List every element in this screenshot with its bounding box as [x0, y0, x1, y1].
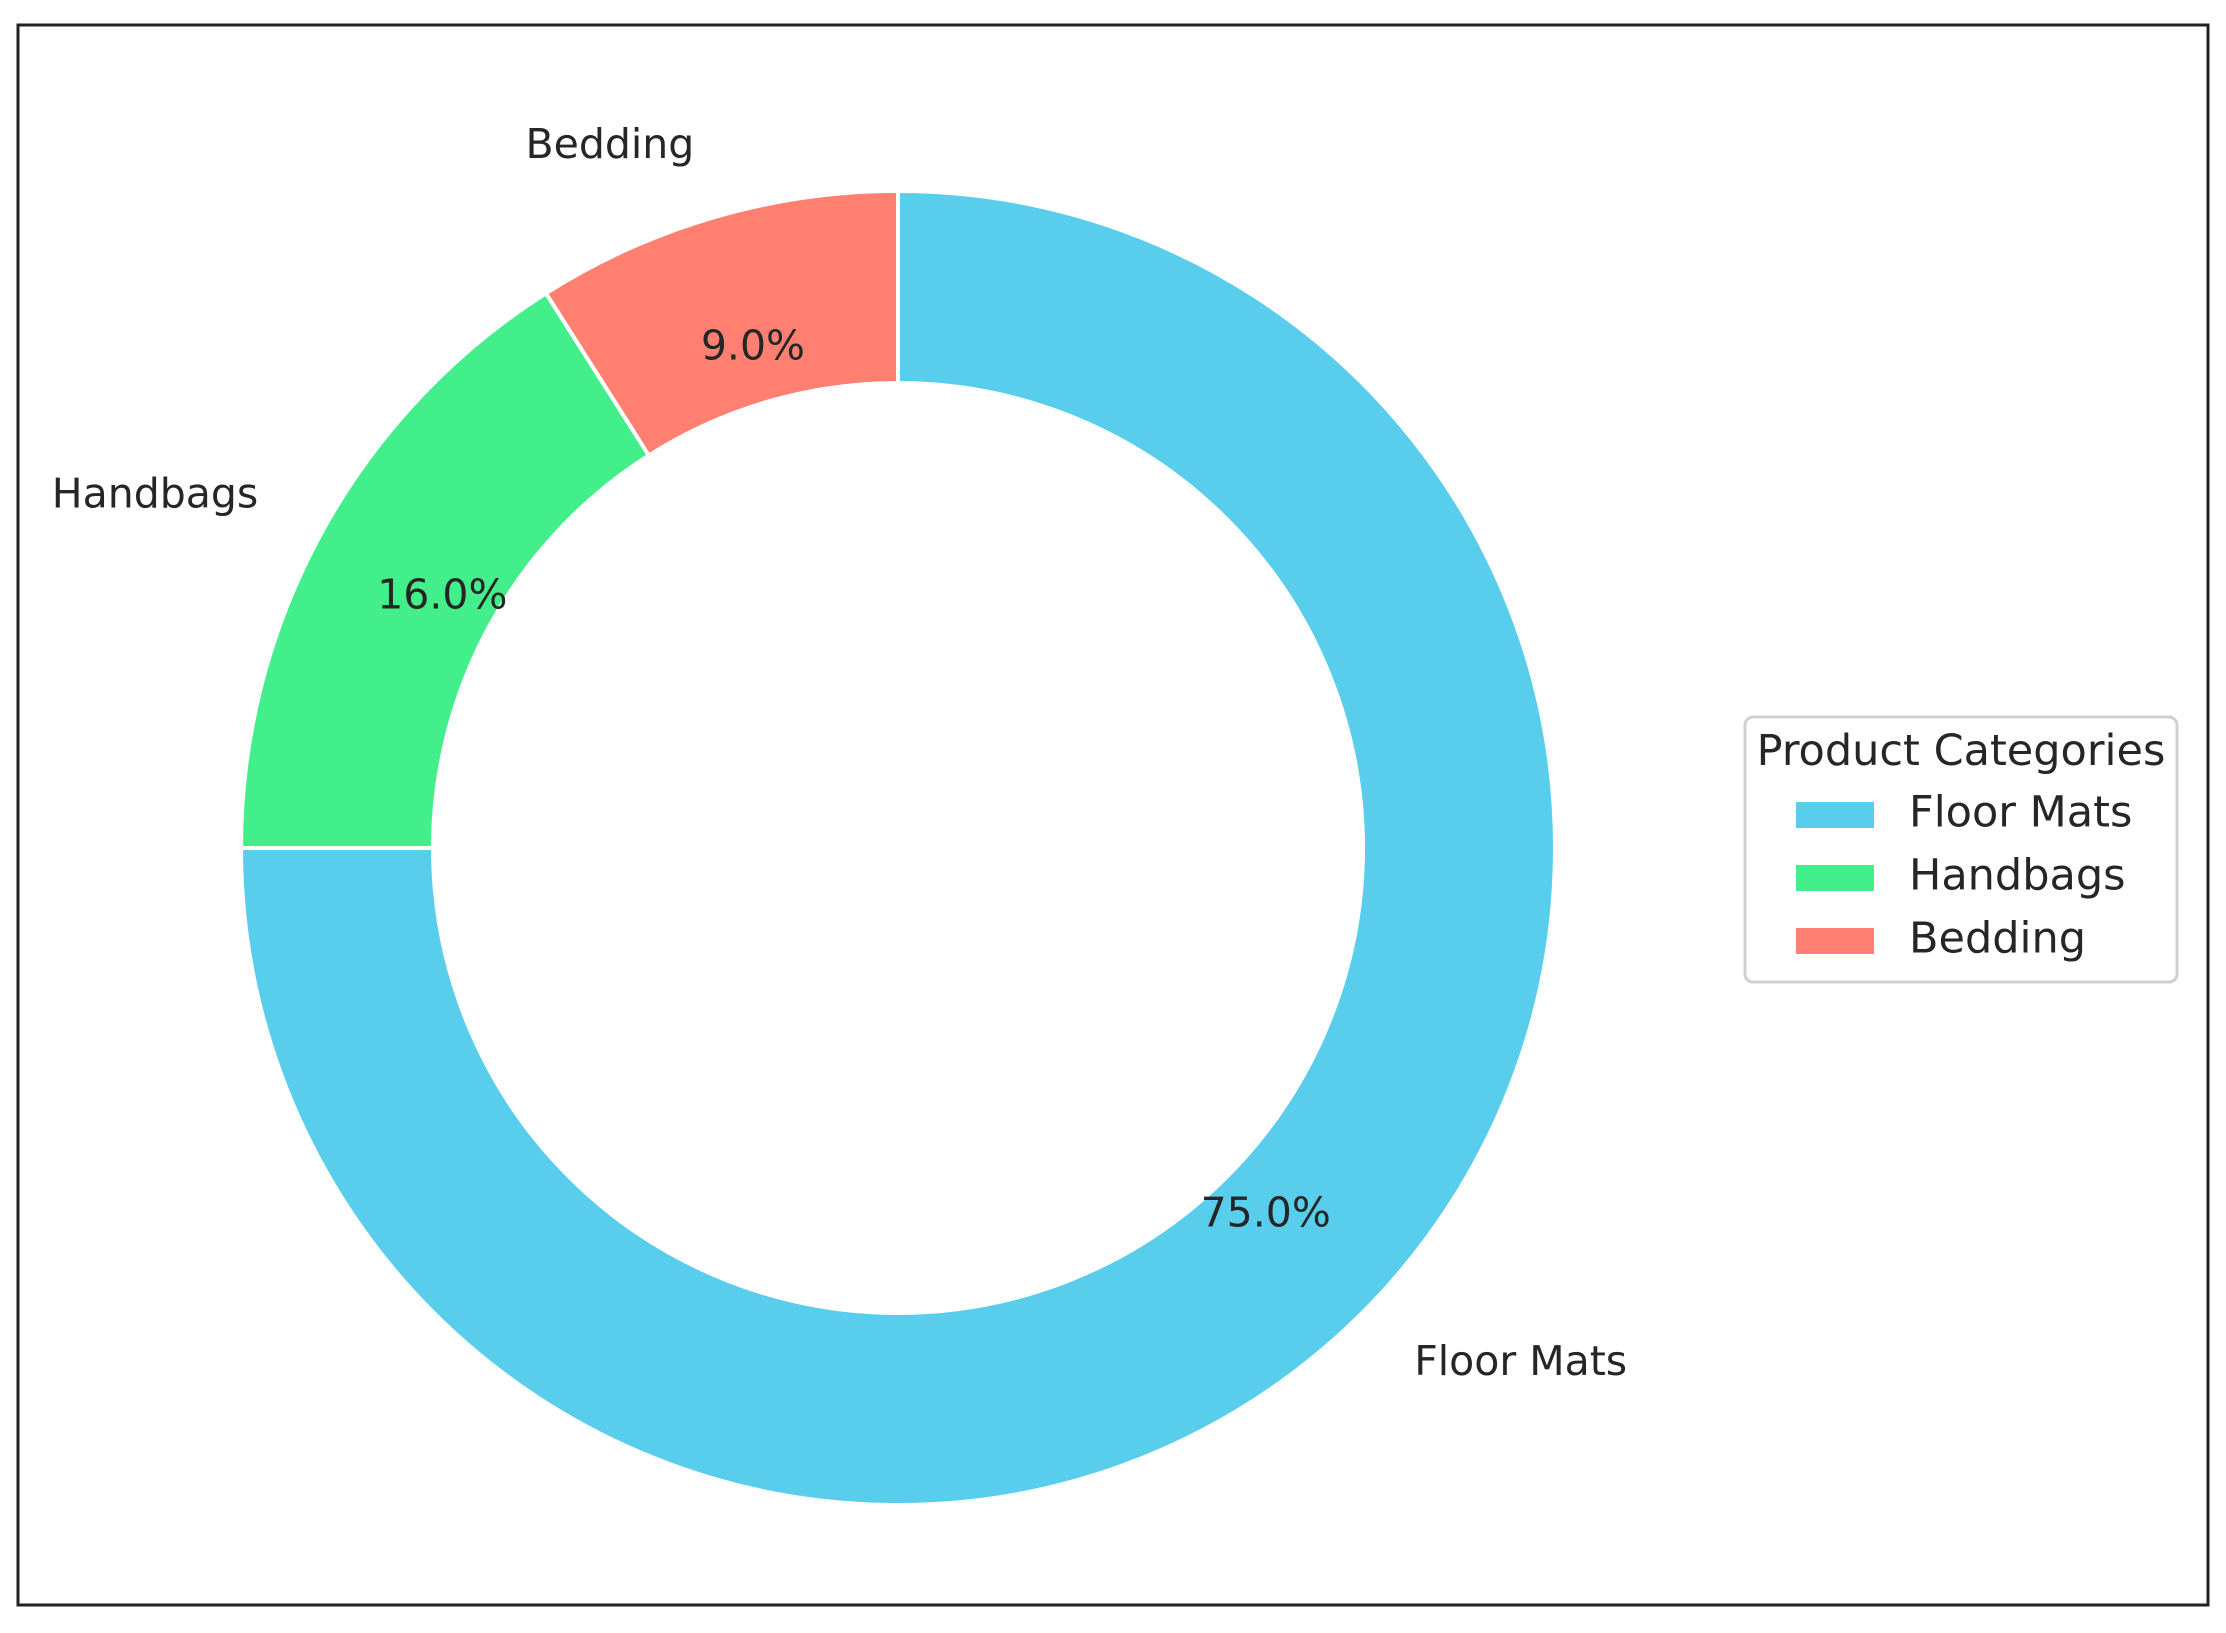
slice-label-bedding: Bedding	[526, 120, 695, 168]
legend-label-handbags: Handbags	[1909, 851, 2126, 901]
legend-swatch-floor-mats	[1796, 802, 1874, 828]
percent-label-floor-mats: 75.0%	[1201, 1189, 1331, 1237]
percent-labels: 75.0% 16.0% 9.0%	[377, 322, 1331, 1237]
percent-label-handbags: 16.0%	[377, 570, 507, 618]
slice-label-handbags: Handbags	[52, 469, 259, 517]
slice-label-floor-mats: Floor Mats	[1414, 1337, 1627, 1385]
legend-label-bedding: Bedding	[1909, 914, 2086, 964]
percent-label-bedding: 9.0%	[701, 322, 805, 370]
legend: Product Categories Floor Mats Handbags Bed…	[1743, 715, 2179, 984]
slice-bedding	[543, 188, 900, 459]
legend-swatch-bedding	[1796, 928, 1874, 954]
legend-box	[1743, 715, 2179, 984]
legend-label-floor-mats: Floor Mats	[1909, 788, 2132, 838]
donut-slices	[238, 188, 1557, 1507]
slice-floor-mats	[238, 188, 1557, 1507]
legend-entries: Floor Mats Handbags Bedding	[1796, 788, 2132, 964]
slice-labels: Floor Mats Handbags Bedding	[52, 120, 1627, 1385]
legend-title: Product Categories	[1757, 726, 2166, 776]
legend-swatch-handbags	[1796, 865, 1874, 891]
